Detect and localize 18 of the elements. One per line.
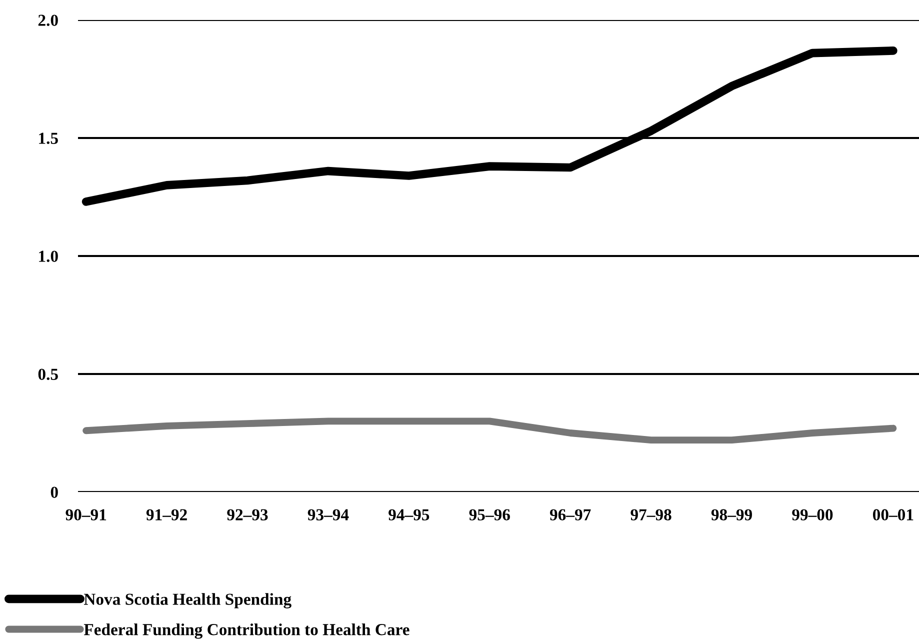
- y-tick-label: 1.0: [39, 250, 58, 262]
- x-tick-label: 91–92: [146, 509, 187, 520]
- legend-label: Nova Scotia Health Spending: [84, 593, 292, 608]
- x-tick-label: 00–01: [872, 509, 914, 520]
- x-tick-label: 99–00: [792, 509, 833, 520]
- x-tick-label: 93–94: [308, 509, 349, 520]
- y-tick-label: 1.5: [39, 132, 58, 144]
- x-tick-label: 92–93: [227, 509, 268, 520]
- x-tick-label: 98–99: [711, 509, 752, 520]
- x-tick-label: 97–98: [630, 509, 672, 520]
- x-tick-label: 96–97: [550, 509, 591, 520]
- x-tick-label: 90–91: [66, 509, 106, 520]
- y-tick-label: 0: [50, 486, 58, 498]
- x-tick-label: 94–95: [388, 509, 430, 520]
- legend-label: Federal Funding Contribution to Health Care: [84, 624, 410, 639]
- x-tick-label: 95–96: [469, 509, 510, 520]
- y-tick-label: 2.0: [38, 14, 58, 26]
- y-tick-label: 0.5: [38, 368, 58, 380]
